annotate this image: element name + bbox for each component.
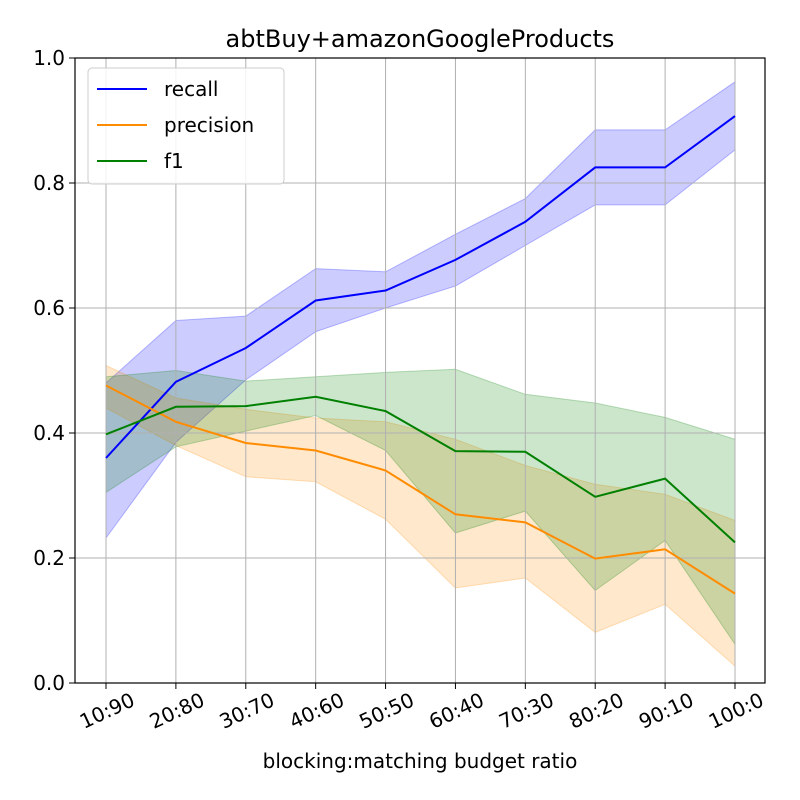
x-tick-label: 100:0 (705, 688, 767, 734)
chart-title: abtBuy+amazonGoogleProducts (226, 25, 615, 53)
series-line-f1 (105, 395, 736, 544)
x-tick-label: 40:60 (286, 688, 348, 734)
x-tick-label: 20:80 (146, 688, 208, 734)
x-tick-label: 70:30 (495, 688, 557, 734)
y-tick-label: 1.0 (33, 46, 65, 70)
series-line-recall (105, 115, 736, 459)
x-axis-ticks: 10:90 20:80 30:70 40:60 50:50 60:40 70:30 80:20… (76, 683, 767, 734)
legend-box (87, 67, 285, 185)
grid-lines (75, 57, 765, 684)
y-tick-label: 0.0 (33, 671, 65, 695)
legend-label-f1: f1 (164, 149, 184, 173)
x-tick-label: 30:70 (216, 688, 278, 734)
x-tick-label: 80:20 (565, 688, 627, 734)
series-line-precision (105, 384, 736, 595)
x-tick-label: 60:40 (425, 688, 487, 734)
legend: recall precision f1 (87, 67, 285, 185)
legend-label-recall: recall (164, 77, 218, 101)
x-tick-label: 90:10 (635, 688, 697, 734)
y-tick-label: 0.2 (33, 546, 65, 570)
y-tick-label: 0.8 (33, 171, 65, 195)
y-tick-label: 0.6 (33, 296, 65, 320)
legend-label-precision: precision (164, 113, 254, 137)
x-axis-label: blocking:matching budget ratio (263, 749, 578, 773)
x-tick-label: 50:50 (355, 688, 417, 734)
plot-frame (74, 57, 766, 684)
y-axis-ticks: 0.0 0.2 0.4 0.6 0.8 1.0 (33, 46, 75, 695)
x-tick-label: 10:90 (76, 688, 138, 734)
y-tick-label: 0.4 (33, 421, 65, 445)
series-lines (105, 115, 736, 595)
